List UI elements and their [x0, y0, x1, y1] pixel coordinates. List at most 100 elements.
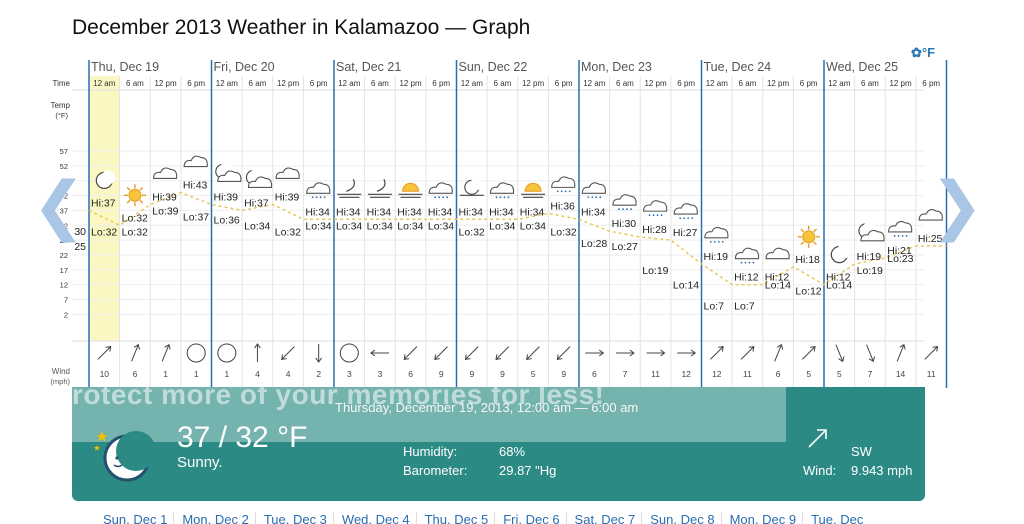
wind-arrow-icon: [465, 346, 479, 360]
hi-temperature-label: Hi:12: [826, 272, 851, 284]
wind-arrow-icon: [896, 344, 905, 362]
sun-ray: [126, 186, 131, 191]
wind-arrow-icon: [924, 346, 938, 360]
cloud-shape: [643, 200, 668, 212]
sun-half: [524, 182, 542, 192]
humidity-label: Humidity:: [403, 444, 458, 459]
lo-temperature-label: Lo:36: [214, 214, 240, 226]
wind-speed-label: 3: [347, 369, 352, 379]
snow-dot: [622, 208, 624, 211]
month-day-link[interactable]: Fri, Dec 6: [494, 512, 565, 524]
snow-dot: [721, 240, 724, 243]
snow-dot: [893, 235, 896, 237]
snow-cloud-icon: [612, 194, 637, 211]
lo-temperature-label: Lo:34: [305, 220, 331, 232]
month-day-link[interactable]: Mon, Dec 9: [720, 512, 802, 524]
temp-tick-label: 12: [60, 281, 68, 290]
snow-dot: [901, 235, 904, 237]
sun-icon: [797, 225, 820, 248]
lo-temperature-label: Lo:32: [275, 226, 301, 238]
wind-speed-label: 9: [500, 369, 505, 379]
lo-temperature-label: Lo:34: [367, 220, 393, 232]
humidity-value: 68%: [499, 444, 526, 459]
sun-ray: [813, 228, 817, 233]
moon-icon: [95, 170, 116, 189]
snow-dot: [679, 217, 682, 220]
current-condition: Sunny.: [177, 454, 223, 471]
month-day-link[interactable]: Thu, Dec 5: [415, 512, 495, 524]
snow-dot: [618, 208, 620, 211]
snow-dot: [752, 261, 755, 264]
lo-temperature-label: Lo:32: [91, 226, 117, 238]
wind-arrow-icon: [526, 346, 540, 360]
sun-icon: [123, 184, 146, 207]
wind-speed-label: 10: [100, 369, 110, 379]
snow-dot: [740, 261, 743, 264]
hi-temperature-label: Hi:12: [765, 272, 790, 284]
hi-temperature-label: Hi:37: [244, 197, 269, 209]
weather-graph: Thu, Dec 19 Fri, Dec 20 Sat, Dec 21 Sun, De…: [50, 60, 948, 388]
wind-arrow-head: [899, 343, 906, 350]
wind-arrow-icon: [131, 344, 139, 362]
wind-speed-label: 7: [623, 369, 628, 379]
wind-speed-label: 2: [316, 369, 321, 379]
time-slot-label: 12 pm: [889, 79, 912, 88]
units-label[interactable]: °F: [921, 45, 936, 60]
units-toggle[interactable]: ✿°F: [911, 45, 935, 61]
snow-dot: [687, 217, 690, 220]
time-slot-label: 6 am: [861, 79, 879, 88]
cloud-icon: [183, 155, 208, 168]
wind-arrow-head: [776, 343, 784, 350]
moon-cloud-icon: [215, 162, 242, 183]
time-slot-label: 6 pm: [800, 79, 818, 88]
previous-week-arrow-icon[interactable]: ❮: [32, 169, 86, 243]
wind-speed-label: 1: [194, 369, 199, 379]
wind-speed-label: 1: [163, 369, 168, 379]
time-slot-label: 6 am: [494, 79, 512, 88]
wind-arrow-head: [133, 343, 141, 350]
lo-temperature-label: Lo:34: [244, 220, 270, 232]
promo-overlay-text: rotect more of your memories for less!: [72, 387, 605, 410]
hi-temperature-label: Hi:34: [520, 206, 545, 218]
month-day-link[interactable]: Sat, Dec 7: [565, 512, 642, 524]
snow-dot: [626, 208, 628, 211]
sun-ray: [139, 186, 144, 191]
month-day-link[interactable]: Tue, Dec 3: [254, 512, 333, 524]
wind-speed-label: 5: [837, 369, 842, 379]
snow-dot: [568, 190, 571, 193]
wind-speed-label: 11: [743, 369, 752, 379]
next-week-arrow-icon[interactable]: ❯: [930, 169, 984, 243]
day-header: Wed, Dec 25: [826, 60, 898, 74]
gear-icon[interactable]: ✿: [911, 45, 922, 60]
month-day-link[interactable]: Sun, Dec 8: [641, 512, 720, 524]
time-slot-label: 12 pm: [522, 79, 545, 88]
snow-dot: [442, 196, 445, 199]
snow-dot: [311, 196, 314, 199]
time-slot-label: 6 pm: [922, 79, 940, 88]
hi-temperature-label: Hi:39: [214, 191, 239, 203]
month-day-navigation: Sun, Dec 1 Mon, Dec 2 Tue, Dec 3 Wed, Dec 4…: [95, 512, 925, 524]
cloud-shape: [217, 170, 242, 183]
snow-dot: [713, 240, 716, 243]
wind-speed-label: 9: [561, 369, 566, 379]
month-day-link[interactable]: Mon, Dec 2: [173, 512, 254, 524]
snow-cloud-icon: [704, 226, 729, 243]
hi-temperature-label: Hi:27: [673, 227, 698, 239]
wind-speed-label: 11: [651, 369, 660, 379]
lo-temperature-label: Lo:28: [581, 238, 607, 250]
lo-temperature-label: Lo:23: [887, 253, 913, 265]
wind-arrow-head: [495, 354, 502, 360]
hi-temperature-label: Hi:39: [152, 191, 177, 203]
time-slot-label: 12 pm: [277, 79, 300, 88]
month-day-link[interactable]: Sun, Dec 1: [103, 512, 168, 524]
wind-arrow-head: [370, 349, 376, 357]
day-header: Sun, Dec 22: [459, 60, 528, 74]
wind-arrow-icon: [403, 346, 418, 360]
snow-dot: [499, 196, 502, 199]
month-day-link[interactable]: Wed, Dec 4: [332, 512, 416, 524]
month-day-link[interactable]: Tue, Dec: [802, 512, 869, 524]
time-slot-label: 12 pm: [154, 79, 177, 88]
lo-temperature-label: Lo:34: [336, 220, 362, 232]
snow-dot: [709, 240, 712, 243]
snow-dot: [905, 235, 908, 237]
